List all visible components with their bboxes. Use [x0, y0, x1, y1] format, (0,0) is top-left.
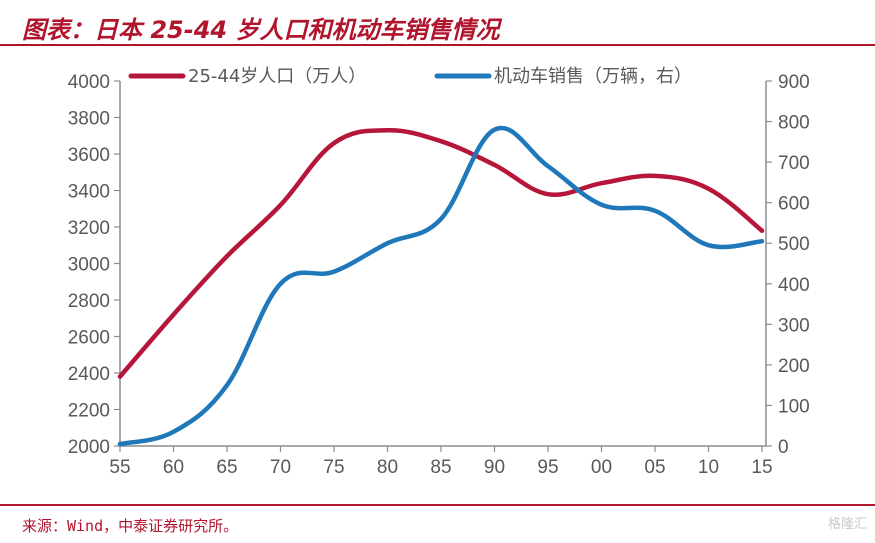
y-right-tick-label: 800	[778, 113, 810, 134]
title-divider	[0, 44, 875, 46]
y-left-tick-label: 3000	[68, 255, 110, 276]
x-tick-label: 90	[484, 457, 505, 478]
y-left-tick-label: 2200	[68, 401, 110, 422]
y-left-tick-label: 2800	[68, 291, 110, 312]
y-left-tick-label: 3400	[68, 182, 110, 203]
source-note: 来源：Wind，中泰证券研究所。	[22, 517, 239, 535]
x-tick-label: 80	[377, 457, 398, 478]
y-right-tick-label: 0	[778, 437, 789, 458]
vehicle-sales-line	[117, 125, 765, 447]
y-right-tick-label: 900	[778, 72, 810, 93]
x-tick-label: 00	[591, 457, 612, 478]
y-right-tick-label: 300	[778, 315, 810, 336]
x-tick-label: 70	[270, 457, 291, 478]
y-left-tick-label: 4000	[68, 72, 110, 93]
y-right-tick-label: 400	[778, 275, 810, 296]
y-left-tick-label: 2600	[68, 328, 110, 349]
x-tick-label: 55	[109, 457, 130, 478]
x-tick-label: 75	[323, 457, 344, 478]
population-line	[117, 128, 765, 379]
y-right-tick-label: 200	[778, 356, 810, 377]
watermark: 格隆汇	[827, 517, 867, 532]
y-right-tick-label: 100	[778, 396, 810, 417]
y-left-tick-label: 3800	[68, 109, 110, 130]
x-tick-label: 65	[216, 457, 237, 478]
chart-title: 图表：日本 25-44 岁人口和机动车销售情况	[22, 16, 500, 44]
x-tick-label: 10	[698, 457, 719, 478]
y-left-tick-label: 2000	[68, 437, 110, 458]
legend-label-vehicle-sales: 机动车销售（万辆，右）	[494, 66, 692, 87]
x-tick-label: 15	[751, 457, 772, 478]
legend-label-population: 25-44岁人口（万人）	[188, 66, 366, 87]
y-right-tick-label: 700	[778, 153, 810, 174]
x-tick-label: 85	[430, 457, 451, 478]
x-tick-label: 60	[163, 457, 184, 478]
y-left-tick-label: 3600	[68, 145, 110, 166]
x-tick-label: 95	[537, 457, 558, 478]
y-right-tick-label: 600	[778, 194, 810, 215]
source-divider	[0, 504, 875, 506]
y-left-tick-label: 3200	[68, 218, 110, 239]
x-tick-label: 05	[644, 457, 665, 478]
y-right-tick-label: 500	[778, 234, 810, 255]
y-left-tick-label: 2400	[68, 364, 110, 385]
